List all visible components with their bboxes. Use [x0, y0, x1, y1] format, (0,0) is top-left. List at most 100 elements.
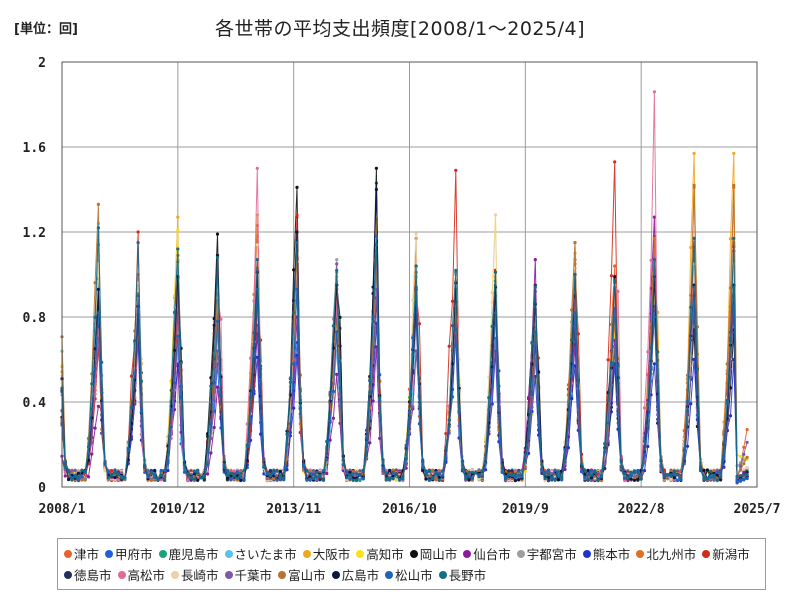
- data-point: [381, 471, 385, 475]
- data-point: [735, 474, 739, 478]
- data-point: [212, 357, 216, 361]
- legend-item: 甲府市: [105, 543, 153, 564]
- y-axis-ticks: 0 0.4 0.8 1.2 1.6 2: [23, 56, 47, 496]
- data-point: [725, 398, 729, 403]
- data-point: [735, 479, 739, 483]
- data-point: [742, 445, 746, 449]
- data-point: [374, 234, 378, 238]
- legend-label: 新潟市: [712, 547, 750, 562]
- data-point: [252, 299, 256, 303]
- data-point: [202, 478, 206, 482]
- data-point: [507, 472, 511, 476]
- data-point: [556, 478, 561, 482]
- data-point: [106, 476, 110, 480]
- data-point: [268, 469, 273, 473]
- data-point: [63, 474, 67, 478]
- legend-swatch: [463, 549, 472, 558]
- data-point: [414, 232, 418, 236]
- data-point: [553, 468, 557, 472]
- data-point: [225, 473, 230, 477]
- data-point: [199, 476, 203, 480]
- data-point: [80, 478, 84, 482]
- data-point: [722, 465, 726, 469]
- data-point: [295, 213, 299, 217]
- data-point: [295, 241, 299, 245]
- data-point: [239, 471, 243, 475]
- data-point: [133, 339, 137, 343]
- legend-swatch: [171, 570, 180, 579]
- legend-label: 千葉市: [234, 568, 273, 583]
- data-point: [613, 264, 617, 268]
- y-tick-label: 0: [38, 481, 46, 496]
- data-point: [732, 183, 736, 187]
- legend-item: 広島市: [331, 564, 379, 585]
- data-point: [639, 477, 643, 481]
- data-point: [583, 475, 587, 480]
- data-point: [642, 406, 647, 410]
- data-point: [278, 477, 282, 481]
- data-point: [719, 478, 723, 482]
- data-point: [268, 473, 273, 477]
- x-tick-label: 2010/12: [150, 502, 205, 517]
- data-point: [477, 477, 481, 481]
- data-point: [133, 371, 137, 375]
- data-point: [646, 444, 650, 449]
- data-point: [361, 477, 365, 481]
- data-point: [712, 475, 716, 479]
- data-point: [450, 395, 455, 399]
- data-point: [295, 185, 299, 189]
- data-point: [629, 477, 633, 481]
- data-point: [738, 474, 743, 478]
- data-point: [447, 344, 451, 348]
- x-axis-ticks: 2008/1 2010/12 2013/11 2016/10 2019/9 2022/8 2…: [39, 502, 781, 517]
- data-point: [315, 470, 319, 474]
- data-point: [156, 478, 160, 482]
- legend-item: 鹿児島市: [158, 543, 219, 564]
- data-point: [493, 270, 498, 274]
- data-point: [401, 475, 405, 479]
- data-point: [745, 466, 749, 470]
- data-point: [295, 230, 299, 234]
- data-point: [169, 425, 173, 429]
- data-point: [219, 317, 223, 321]
- data-point: [259, 432, 263, 436]
- data-point: [93, 367, 97, 371]
- legend-label: 大阪市: [312, 547, 351, 562]
- data-point: [503, 477, 508, 481]
- data-point: [722, 456, 726, 460]
- legend-label: 松山市: [395, 568, 433, 583]
- data-point: [90, 440, 94, 444]
- data-point: [560, 476, 564, 480]
- data-point: [652, 362, 657, 366]
- data-point: [176, 215, 180, 219]
- data-point: [212, 381, 216, 385]
- legend-swatch: [158, 549, 167, 558]
- data-point: [282, 478, 286, 482]
- data-point: [477, 475, 481, 479]
- data-point: [272, 471, 276, 475]
- data-point: [292, 299, 296, 303]
- data-point: [626, 476, 630, 480]
- data-point: [411, 353, 415, 357]
- legend: 津市 甲府市 鹿児島市 さいたま市 大阪市 高知市 岡山市 仙台市 宇都宮市 熊本市 北九州市 新潟市…: [57, 538, 766, 590]
- data-point: [206, 472, 210, 476]
- data-point: [249, 356, 253, 360]
- data-point: [311, 469, 316, 473]
- data-point: [86, 445, 91, 449]
- data-point: [470, 470, 474, 474]
- data-point: [728, 237, 733, 241]
- data-point: [288, 434, 292, 438]
- data-point: [381, 458, 385, 462]
- data-point: [113, 476, 117, 480]
- data-point: [110, 472, 114, 477]
- data-point: [646, 424, 650, 428]
- data-point: [348, 468, 352, 472]
- data-point: [182, 463, 187, 467]
- data-point: [70, 469, 74, 473]
- data-point: [457, 404, 461, 408]
- data-point: [517, 473, 521, 477]
- data-point: [86, 475, 91, 479]
- data-point: [689, 375, 693, 379]
- data-point: [596, 478, 600, 483]
- data-point: [689, 305, 693, 309]
